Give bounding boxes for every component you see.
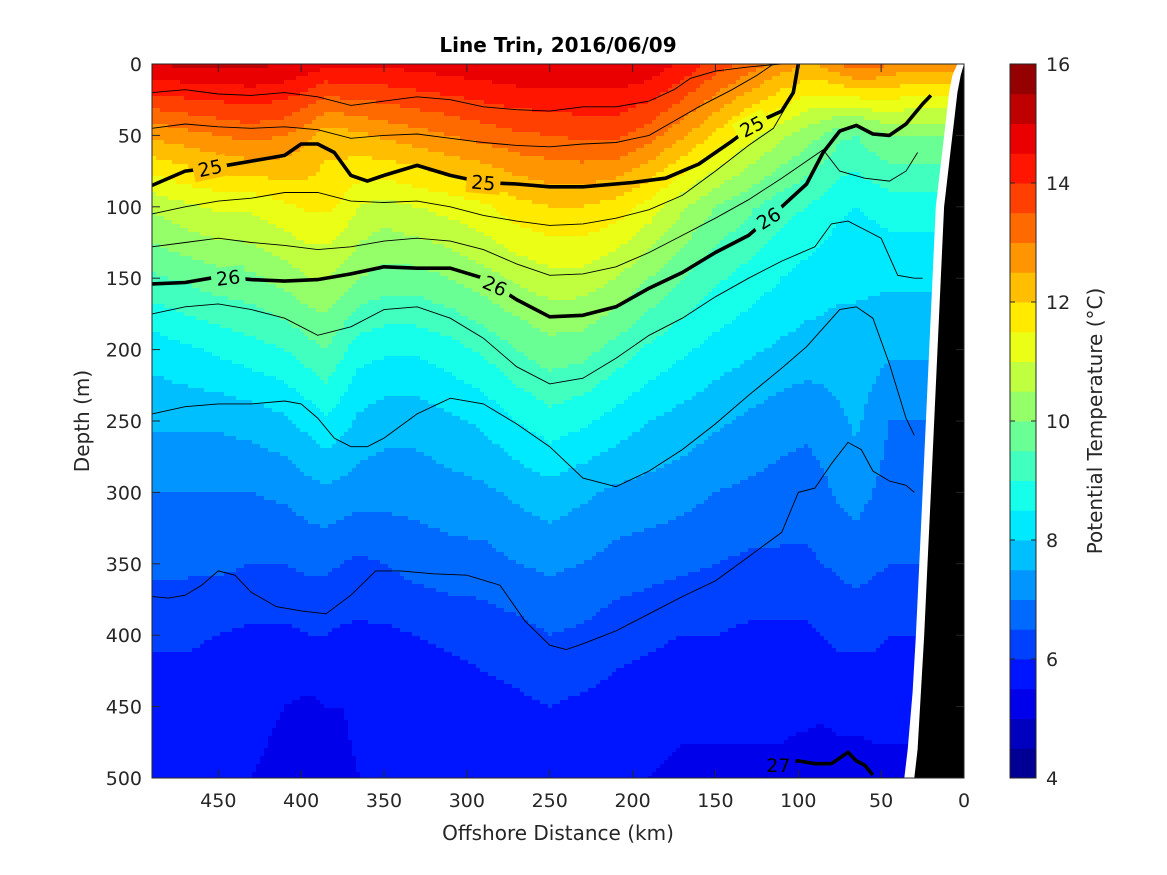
x-tick-label: 350 (366, 790, 402, 812)
colorbar-segment (1010, 64, 1036, 95)
colorbar-segment (1010, 688, 1036, 719)
thin-density-contours (152, 64, 923, 650)
y-tick-label: 400 (106, 625, 142, 647)
contour-label-text: 25 (470, 171, 496, 195)
colorbar-segment (1010, 123, 1036, 154)
contour-label-text: 27 (766, 755, 790, 777)
x-axis-ticks: 450 400 350 300 250 200 150 100 50 0 (200, 64, 970, 812)
x-tick-label: 250 (532, 790, 568, 812)
thin-contour-line (152, 220, 923, 385)
x-tick-label: 100 (780, 790, 816, 812)
colorbar-segment (1010, 599, 1036, 630)
colorbar-segment (1010, 629, 1036, 660)
contour-label: 27 (761, 753, 796, 777)
density-contour-26 (152, 94, 933, 319)
colorbar-tick-label: 16 (1046, 54, 1070, 76)
y-tick-label: 250 (106, 411, 142, 433)
colorbar-tick-label: 14 (1046, 173, 1070, 195)
seafloor-mask (904, 64, 964, 778)
y-tick-label: 350 (106, 554, 142, 576)
colorbar-segment (1010, 183, 1036, 214)
colorbar-tick-label: 8 (1046, 530, 1058, 552)
colorbar-segment (1010, 421, 1036, 452)
chart-title: Line Trin, 2016/06/09 (439, 33, 676, 57)
contour-label: 25 (191, 153, 229, 183)
contour-label-text: 25 (196, 156, 224, 183)
colorbar-segment (1010, 153, 1036, 184)
colorbar (1010, 64, 1036, 779)
y-tick-label: 450 (106, 697, 142, 719)
colorbar-segment (1010, 569, 1036, 600)
contour-label: 26 (210, 264, 247, 291)
thin-contour-line (152, 306, 915, 488)
y-tick-label: 150 (106, 268, 142, 290)
colorbar-segment (1010, 93, 1036, 124)
colorbar-tick-label: 6 (1046, 649, 1058, 671)
thin-contour-line (152, 441, 915, 650)
x-tick-label: 450 (200, 790, 236, 812)
thin-contour-line (152, 99, 791, 226)
y-tick-label: 500 (106, 768, 142, 790)
thin-contour-line (152, 149, 918, 276)
colorbar-segment (1010, 718, 1036, 749)
x-axis-label: Offshore Distance (km) (442, 821, 674, 845)
y-tick-label: 0 (130, 54, 142, 76)
colorbar-segment (1010, 391, 1036, 422)
colorbar-segment (1010, 272, 1036, 303)
thin-contour-line (152, 64, 774, 148)
colorbar-segment (1010, 659, 1036, 690)
colorbar-segment (1010, 361, 1036, 392)
colorbar-segment (1010, 331, 1036, 362)
x-tick-label: 0 (958, 790, 970, 812)
contour-label: 25 (465, 170, 502, 196)
y-tick-label: 200 (106, 340, 142, 362)
colorbar-segment (1010, 242, 1036, 273)
x-tick-label: 400 (283, 790, 319, 812)
temperature-field (152, 64, 964, 778)
y-tick-label: 100 (106, 197, 142, 219)
colorbar-segment (1010, 540, 1036, 571)
colorbar-tick-label: 10 (1046, 411, 1070, 433)
x-tick-label: 200 (614, 790, 650, 812)
x-tick-label: 150 (697, 790, 733, 812)
colorbar-segment (1010, 480, 1036, 511)
colorbar-segment (1010, 302, 1036, 333)
x-tick-label: 50 (869, 790, 893, 812)
y-axis-label: Depth (m) (70, 370, 94, 472)
thin-contour-line (152, 64, 782, 112)
seafloor (914, 64, 964, 778)
density-contour-25 (152, 64, 801, 189)
colorbar-segment (1010, 510, 1036, 541)
colorbar-label: Potential Temperature (°C) (1083, 288, 1107, 555)
colorbar-segment (1010, 748, 1036, 779)
colorbar-segment (1010, 212, 1036, 243)
colorbar-tick-label: 4 (1046, 768, 1058, 790)
colorbar-segment (1010, 450, 1036, 481)
colorbar-ticks: 4 6 8 10 12 14 16 (1010, 54, 1070, 790)
colorbar-tick-label: 12 (1046, 292, 1070, 314)
contour-label-text: 26 (215, 266, 241, 290)
x-tick-label: 300 (449, 790, 485, 812)
y-tick-label: 50 (118, 125, 142, 147)
y-tick-label: 300 (106, 482, 142, 504)
y-axis-ticks: 0 50 100 150 200 250 300 350 400 450 500 (106, 54, 964, 790)
